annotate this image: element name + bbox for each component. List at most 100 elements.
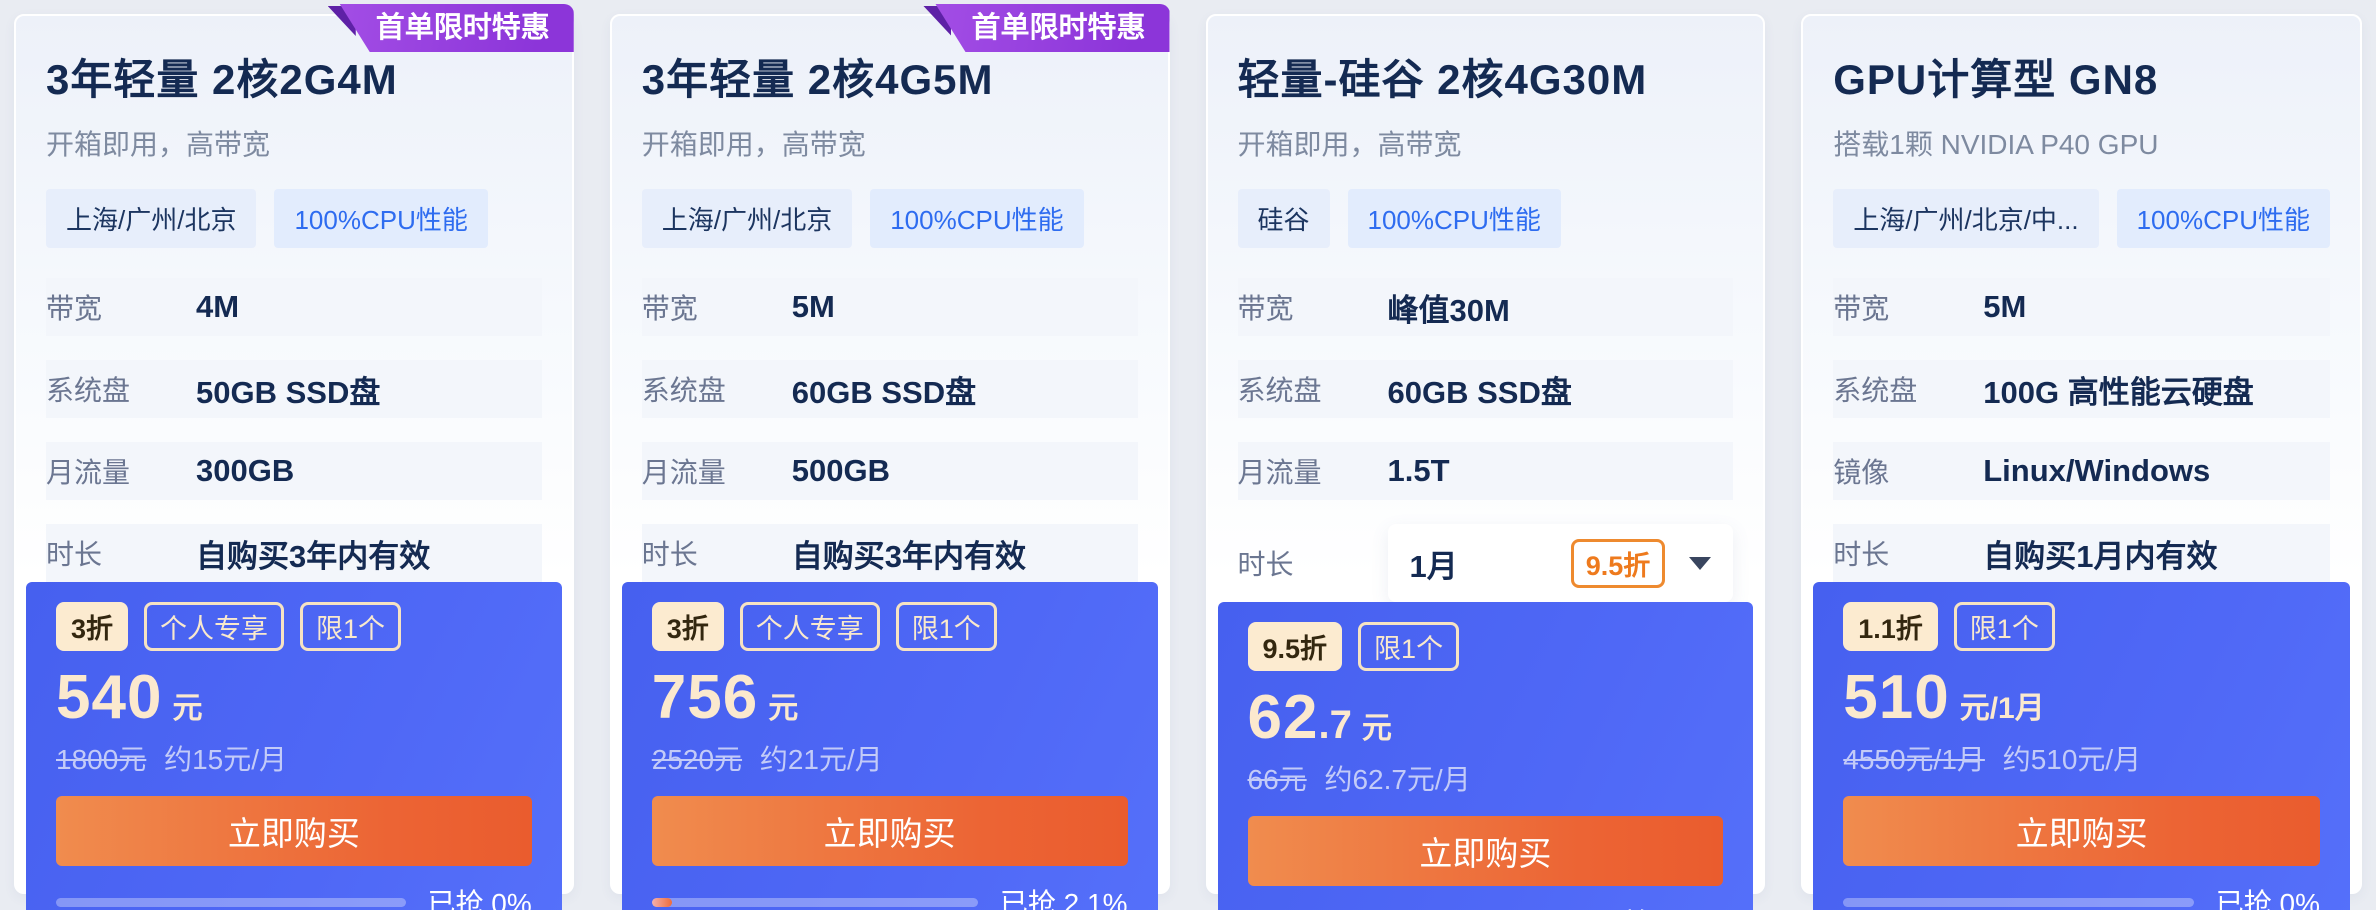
spec-value: 峰值30M xyxy=(1387,292,1510,328)
original-price: 4550元/1月 xyxy=(1843,744,1985,776)
deal-badge-list: 1.1折 限1个 xyxy=(1843,602,2320,651)
sold-label: 已抢 2.1% xyxy=(999,888,1128,910)
discount-chip: 9.5折 xyxy=(1570,538,1666,588)
spec-row: 带宽 5M xyxy=(641,278,1138,336)
spec-value: 自购买3年内有效 xyxy=(196,538,431,574)
spec-value: 4M xyxy=(196,289,240,324)
original-price-line: 1800元 约15元/月 xyxy=(56,738,532,778)
deal-badge-list: 3折 个人专享 限1个 xyxy=(56,602,532,651)
card-title: 轻量-硅谷 2核4G30M xyxy=(1237,56,1648,103)
tag-list: 硅谷 100%CPU性能 xyxy=(1237,189,1734,248)
promo-ribbon: 首单限时特惠 xyxy=(324,4,574,52)
feature-tag: 上海/广州/北京 xyxy=(641,189,853,248)
spec-label: 系统盘 xyxy=(46,375,131,406)
monthly-approx-price: 约510元/月 xyxy=(2002,744,2142,776)
sold-progress: 已抢 0% xyxy=(1843,882,2320,910)
spec-list: 带宽 4M 系统盘 50GB SSD盘 月流量 300GB 时长 xyxy=(16,278,572,582)
spec-row: 带宽 4M xyxy=(46,278,542,336)
buy-now-button[interactable]: 立即购买 xyxy=(1247,816,1724,887)
price-integer: 756 xyxy=(651,663,759,732)
spec-row: 月流量 1.5T xyxy=(1237,442,1734,500)
deal-badge: 个人专享 xyxy=(144,602,285,651)
spec-label: 系统盘 xyxy=(1237,375,1322,406)
spec-value: 300GB xyxy=(196,453,295,488)
product-card: 首单限时特惠 3年轻量 2核4G5M 开箱即用，高带宽 上海/广州/北京 100… xyxy=(609,4,1170,910)
deal-panel: 9.5折 限1个 62 .7 元 66元 约62.7元/月 立即购买 xyxy=(1217,602,1754,910)
duration-selected-value: 1月 xyxy=(1409,548,1458,584)
spec-value: 100G 高性能云硬盘 xyxy=(1983,374,2254,410)
sold-progress: 已抢 3.2% xyxy=(1248,902,1724,910)
card-header: 3年轻量 2核4G5M 开箱即用，高带宽 上海/广州/北京 100%CPU性能 xyxy=(612,16,1168,248)
deal-badge: 限1个 xyxy=(1953,602,2055,651)
buy-now-button[interactable]: 立即购买 xyxy=(1843,796,2320,867)
price-integer: 62 xyxy=(1247,683,1319,752)
price-integer: 540 xyxy=(56,663,163,732)
price: 540 元 xyxy=(56,665,532,730)
card-title: 3年轻量 2核4G5M xyxy=(641,56,994,103)
spec-row: 系统盘 50GB SSD盘 xyxy=(46,360,542,418)
spec-label: 月流量 xyxy=(1237,457,1322,488)
product-card: 轻量-硅谷 2核4G30M 开箱即用，高带宽 硅谷 100%CPU性能 带宽 峰… xyxy=(1205,14,1766,910)
card-header: GPU计算型 GN8 搭载1颗 NVIDIA P40 GPU 上海/广州/北京/… xyxy=(1803,16,2360,248)
card-header: 轻量-硅谷 2核4G30M 开箱即用，高带宽 硅谷 100%CPU性能 xyxy=(1208,16,1764,248)
duration-select[interactable]: 1月 9.5折 xyxy=(1387,524,1734,602)
original-price: 66元 xyxy=(1247,764,1307,796)
tag-list: 上海/广州/北京/中... 100%CPU性能 xyxy=(1833,189,2330,248)
original-price-line: 4550元/1月 约510元/月 xyxy=(1843,738,2320,778)
card-title: 3年轻量 2核2G4M xyxy=(46,56,398,103)
deal-badge: 1.1折 xyxy=(1843,602,1938,651)
sold-progress: 已抢 2.1% xyxy=(651,882,1128,910)
product-card: GPU计算型 GN8 搭载1颗 NVIDIA P40 GPU 上海/广州/北京/… xyxy=(1801,14,2362,910)
deal-badge: 个人专享 xyxy=(739,602,880,651)
spec-value: 自购买3年内有效 xyxy=(791,538,1026,574)
spec-value: Linux/Windows xyxy=(1983,453,2211,488)
promo-ribbon: 首单限时特惠 xyxy=(919,4,1170,52)
price-unit: 元/1月 xyxy=(1959,692,2045,725)
duration-row: 时长 1月 9.5折 xyxy=(1238,524,1734,602)
original-price: 1800元 xyxy=(56,744,147,776)
sold-label: 已抢 3.2% xyxy=(1596,902,1724,910)
card-subtitle: 开箱即用，高带宽 xyxy=(46,129,271,160)
deal-badge: 限1个 xyxy=(895,602,997,651)
price-unit: 元 xyxy=(172,692,203,725)
spec-row: 系统盘 60GB SSD盘 xyxy=(1237,360,1734,418)
spec-label: 带宽 xyxy=(641,293,698,324)
price: 756 元 xyxy=(652,665,1128,730)
feature-tag: 100%CPU性能 xyxy=(274,189,488,248)
deal-badge: 9.5折 xyxy=(1247,622,1343,671)
buy-now-button[interactable]: 立即购买 xyxy=(651,796,1128,867)
card-subtitle: 开箱即用，高带宽 xyxy=(641,129,866,160)
spec-label: 月流量 xyxy=(641,457,726,488)
spec-label: 时长 xyxy=(641,539,698,570)
buy-now-button[interactable]: 立即购买 xyxy=(56,796,532,867)
original-price: 2520元 xyxy=(651,744,743,776)
promo-ribbon-label: 首单限时特惠 xyxy=(339,4,574,52)
card-title: GPU计算型 GN8 xyxy=(1833,56,2159,103)
spec-value: 50GB SSD盘 xyxy=(196,374,381,410)
deal-panel: 3折 个人专享 限1个 756 元 2520元 约21元/月 立即购买 xyxy=(621,582,1158,910)
sold-label: 已抢 0% xyxy=(427,888,532,910)
spec-label: 时长 xyxy=(1237,549,1294,580)
card-header: 3年轻量 2核2G4M 开箱即用，高带宽 上海/广州/北京 100%CPU性能 xyxy=(16,16,572,248)
spec-label: 带宽 xyxy=(1833,293,1890,324)
feature-tag: 100%CPU性能 xyxy=(870,189,1084,248)
spec-list: 带宽 5M 系统盘 100G 高性能云硬盘 镜像 Linux/Windows xyxy=(1803,278,2360,582)
spec-label: 月流量 xyxy=(46,457,131,488)
feature-tag: 硅谷 xyxy=(1237,189,1330,248)
feature-tag: 上海/广州/北京 xyxy=(46,189,257,248)
deal-panel: 1.1折 限1个 510 元/1月 4550元/1月 约510元/月 立即购买 xyxy=(1813,582,2350,910)
spec-value: 自购买1月内有效 xyxy=(1983,538,2218,574)
progress-track xyxy=(56,897,406,907)
spec-row: 时长 自购买3年内有效 xyxy=(46,524,542,582)
spec-row: 系统盘 60GB SSD盘 xyxy=(641,360,1138,418)
monthly-approx-price: 约62.7元/月 xyxy=(1324,764,1471,796)
tag-list: 上海/广州/北京 100%CPU性能 xyxy=(46,189,542,248)
spec-row: 时长 自购买1月内有效 xyxy=(1833,524,2330,582)
feature-tag: 100%CPU性能 xyxy=(1347,189,1561,248)
feature-tag: 100%CPU性能 xyxy=(2116,189,2330,248)
deal-badge: 3折 xyxy=(651,602,724,651)
spec-row: 月流量 500GB xyxy=(641,442,1138,500)
feature-tag: 上海/广州/北京/中... xyxy=(1833,189,2099,248)
spec-value: 60GB SSD盘 xyxy=(791,374,977,410)
